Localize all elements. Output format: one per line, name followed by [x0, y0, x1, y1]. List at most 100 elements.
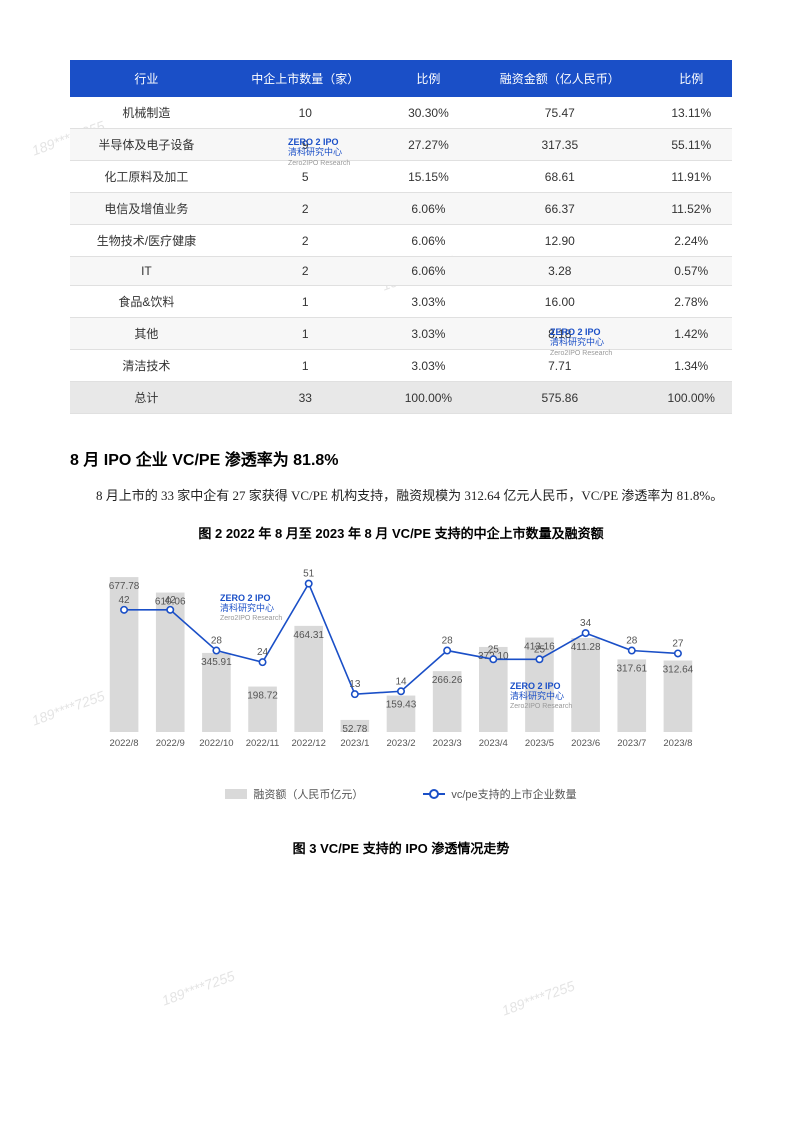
- table-cell: 68.61: [469, 161, 650, 193]
- svg-text:42: 42: [165, 595, 177, 606]
- table-header-cell: 融资金额（亿人民币）: [469, 60, 650, 97]
- table-cell: 2.24%: [650, 225, 732, 257]
- table-cell: 3.03%: [388, 350, 470, 382]
- chart2-wrap: 677.78610.06345.91198.72464.3152.78159.4…: [70, 552, 732, 782]
- table-cell: 1: [223, 350, 388, 382]
- svg-text:25: 25: [488, 644, 500, 655]
- svg-text:13: 13: [349, 679, 361, 690]
- table-cell: 11.52%: [650, 193, 732, 225]
- table-row: 半导体及电子设备927.27%317.3555.11%: [70, 129, 732, 161]
- svg-text:411.28: 411.28: [571, 642, 601, 653]
- svg-text:198.72: 198.72: [247, 690, 278, 701]
- svg-text:34: 34: [580, 618, 592, 629]
- svg-text:2023/6: 2023/6: [571, 738, 600, 749]
- table-cell: 75.47: [469, 97, 650, 129]
- svg-text:2022/12: 2022/12: [292, 738, 326, 749]
- section-title: 8 月 IPO 企业 VC/PE 渗透率为 81.8%: [70, 446, 732, 470]
- svg-text:24: 24: [257, 647, 269, 658]
- svg-text:27: 27: [672, 638, 684, 649]
- svg-text:2022/8: 2022/8: [110, 738, 139, 749]
- table-cell: 12.90: [469, 225, 650, 257]
- table-cell: 11.91%: [650, 161, 732, 193]
- table-cell: 7.71: [469, 350, 650, 382]
- table-cell: 2: [223, 225, 388, 257]
- table-row: 清洁技术13.03%7.711.34%: [70, 350, 732, 382]
- table-cell: IT: [70, 257, 223, 286]
- body-paragraph: 8 月上市的 33 家中企有 27 家获得 VC/PE 机构支持，融资规模为 3…: [70, 484, 732, 509]
- table-cell: 55.11%: [650, 129, 732, 161]
- svg-text:2023/3: 2023/3: [433, 738, 462, 749]
- table-cell: 5: [223, 161, 388, 193]
- svg-text:266.26: 266.26: [432, 675, 463, 686]
- table-header: 行业中企上市数量（家）比例融资金额（亿人民币）比例: [70, 60, 732, 97]
- svg-text:317.61: 317.61: [616, 663, 647, 674]
- svg-text:2023/2: 2023/2: [386, 738, 415, 749]
- svg-text:312.64: 312.64: [663, 664, 694, 675]
- table-cell: 6.06%: [388, 257, 470, 286]
- table-header-cell: 中企上市数量（家）: [223, 60, 388, 97]
- table-row: 电信及增值业务26.06%66.3711.52%: [70, 193, 732, 225]
- table-cell: 16.00: [469, 286, 650, 318]
- table-cell: 1.42%: [650, 318, 732, 350]
- chart3-title: 图 3 VC/PE 支持的 IPO 渗透情况走势: [70, 838, 732, 857]
- table-cell: 100.00%: [388, 382, 470, 414]
- svg-text:159.43: 159.43: [386, 699, 417, 710]
- table-cell: 6.06%: [388, 225, 470, 257]
- table-header-cell: 行业: [70, 60, 223, 97]
- table-cell: 2: [223, 257, 388, 286]
- chart2-svg: 677.78610.06345.91198.72464.3152.78159.4…: [81, 552, 721, 782]
- chart2-legend: 融资额（人民币亿元） vc/pe支持的上市企业数量: [70, 786, 732, 802]
- legend-item-bar: 融资额（人民币亿元）: [225, 786, 363, 802]
- svg-text:28: 28: [626, 635, 638, 646]
- svg-text:2022/10: 2022/10: [199, 738, 233, 749]
- table-cell: 2.78%: [650, 286, 732, 318]
- table-cell: 3.03%: [388, 318, 470, 350]
- table-row: 化工原料及加工515.15%68.6111.91%: [70, 161, 732, 193]
- svg-text:2022/11: 2022/11: [246, 738, 280, 749]
- svg-text:2023/8: 2023/8: [663, 738, 692, 749]
- bar-swatch: [225, 789, 247, 799]
- svg-text:677.78: 677.78: [109, 581, 140, 592]
- table-row: 食品&饮料13.03%16.002.78%: [70, 286, 732, 318]
- table-cell: 化工原料及加工: [70, 161, 223, 193]
- table-cell: 清洁技术: [70, 350, 223, 382]
- table-cell: 3.03%: [388, 286, 470, 318]
- table-cell: 317.35: [469, 129, 650, 161]
- table-cell: 6.06%: [388, 193, 470, 225]
- table-cell: 总计: [70, 382, 223, 414]
- table-cell: 0.57%: [650, 257, 732, 286]
- svg-text:464.31: 464.31: [293, 630, 324, 641]
- svg-text:2023/7: 2023/7: [617, 738, 646, 749]
- svg-text:51: 51: [303, 568, 315, 579]
- table-total-row: 总计33100.00%575.86100.00%: [70, 382, 732, 414]
- table-cell: 3.28: [469, 257, 650, 286]
- svg-text:2023/5: 2023/5: [525, 738, 554, 749]
- table-cell: 1: [223, 286, 388, 318]
- table-cell: 100.00%: [650, 382, 732, 414]
- table-cell: 9: [223, 129, 388, 161]
- table-cell: 66.37: [469, 193, 650, 225]
- svg-text:25: 25: [534, 644, 546, 655]
- table-header-cell: 比例: [388, 60, 470, 97]
- table-header-cell: 比例: [650, 60, 732, 97]
- svg-text:42: 42: [119, 595, 131, 606]
- table-cell: 8.18: [469, 318, 650, 350]
- industry-table-wrap: 行业中企上市数量（家）比例融资金额（亿人民币）比例 机械制造1030.30%75…: [70, 60, 732, 414]
- legend-bar-label: 融资额（人民币亿元）: [253, 786, 363, 802]
- table-cell: 33: [223, 382, 388, 414]
- table-cell: 生物技术/医疗健康: [70, 225, 223, 257]
- table-row: IT26.06%3.280.57%: [70, 257, 732, 286]
- svg-text:28: 28: [211, 635, 223, 646]
- table-cell: 1: [223, 318, 388, 350]
- legend-line-label: vc/pe支持的上市企业数量: [451, 786, 576, 802]
- table-cell: 2: [223, 193, 388, 225]
- table-cell: 机械制造: [70, 97, 223, 129]
- table-cell: 30.30%: [388, 97, 470, 129]
- table-row: 机械制造1030.30%75.4713.11%: [70, 97, 732, 129]
- table-cell: 电信及增值业务: [70, 193, 223, 225]
- svg-text:2023/4: 2023/4: [479, 738, 508, 749]
- svg-text:2022/9: 2022/9: [156, 738, 185, 749]
- table-body: 机械制造1030.30%75.4713.11%半导体及电子设备927.27%31…: [70, 97, 732, 414]
- svg-text:345.91: 345.91: [201, 657, 232, 668]
- legend-item-line: vc/pe支持的上市企业数量: [423, 786, 576, 802]
